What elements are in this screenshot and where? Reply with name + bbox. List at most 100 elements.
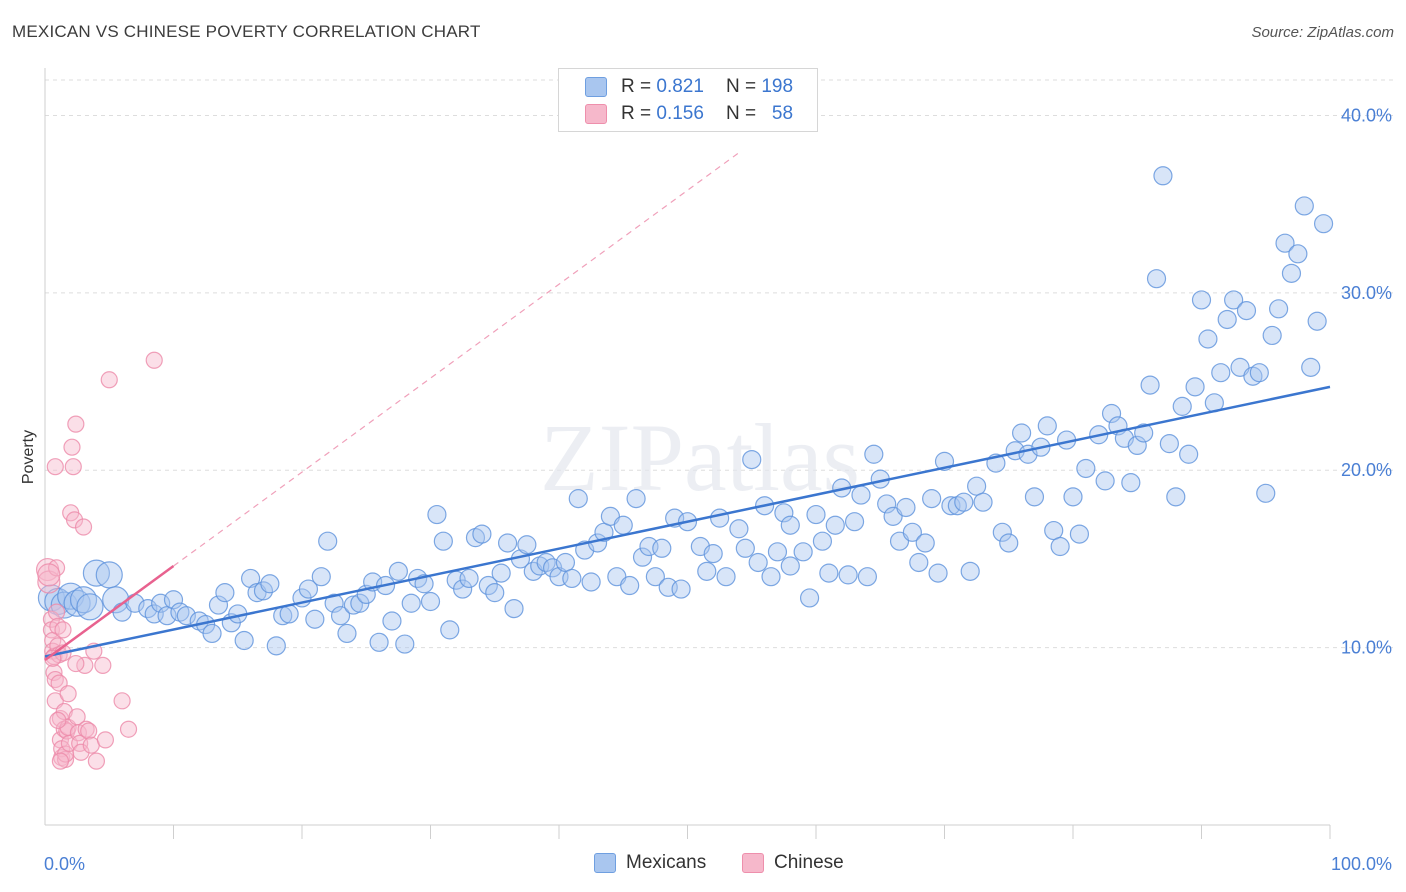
mexicans-point [1313,214,1334,234]
mexicans-point [1153,166,1173,186]
mexicans-point [581,572,601,592]
mexicans-point [1037,416,1057,436]
mexicans-point [973,492,993,512]
legend-r-value: 0.821 [656,76,704,97]
chinese-label: Chinese [774,852,844,873]
mexicans-point [1172,396,1192,416]
chinese-point [51,752,70,770]
mexicans-point [266,636,286,656]
axes [44,68,1331,839]
y-tick-label: 10.0% [1341,638,1392,658]
mexicans-point [1050,536,1070,557]
watermark: ZIPatlas [540,404,860,511]
legend-n-value: 58 [771,103,794,124]
mexicans-point [851,485,871,505]
mexicans-point [1301,357,1321,377]
mexicans-point [369,632,389,652]
chinese-point [63,438,81,456]
legend-item-chinese[interactable]: Chinese [742,852,844,874]
mexicans-point [1159,434,1179,454]
mexicans-point [305,609,325,629]
mexicans-point [151,593,171,613]
mexicans-point [491,563,511,583]
mexicans-point [710,508,730,528]
x-tick-label: 100.0% [1331,854,1392,874]
mexicans-trend-line [44,385,1331,658]
mexicans-point [498,533,518,553]
mexicans-point [1011,423,1032,443]
mexicans-point [697,561,717,581]
mexicans-point [825,515,845,535]
mexicans-point [568,489,588,509]
chart-title: MEXICAN VS CHINESE POVERTY CORRELATION C… [12,22,481,41]
mexicans-point [138,598,158,619]
chinese-point [54,621,72,639]
mexicans-point [928,563,948,583]
mexicans-point [1281,263,1302,283]
chinese-point [67,415,85,433]
mexicans-point [420,591,441,612]
correlation-legend: R = 0.821 N = 198 R = 0.156 N = 58 [558,68,818,132]
chinese-point [59,685,77,703]
legend-row-chinese: R = 0.156 N = 58 [585,101,793,127]
mexicans-point [1063,487,1083,507]
chinese-point [45,663,63,682]
chinese-point [77,720,95,738]
mexicans-point [774,503,794,523]
x-tick-label: 0.0% [44,854,85,874]
mexicans-point [1134,423,1154,443]
tick-labels: 10.0% 20.0% 30.0% 40.0% 0.0% 100.0% [44,105,1392,874]
mexicans-point [176,606,196,626]
y-tick-label: 20.0% [1341,460,1392,480]
mexicans-point [960,561,980,581]
mexicans-point [1191,290,1212,310]
mexicans-point [1217,309,1237,330]
chinese-point [145,351,163,369]
mexicans-point [1211,363,1231,383]
mexicans-point [735,538,755,558]
mexicans-point [806,504,826,525]
mexicans-point [1294,196,1314,216]
mexicans-point [915,533,935,553]
mexicans-point [382,611,402,631]
mexicans-point [877,494,897,514]
mexicans-point [401,593,421,613]
mexicans-label: Mexicans [626,852,707,873]
legend-item-mexicans[interactable]: Mexicans [594,852,706,874]
mexicans-point [459,568,479,589]
mexicans-point [1076,458,1096,479]
mexicans-point [844,512,865,532]
trend-lines [44,152,1331,662]
mexicans-point [1140,375,1160,395]
mexicans-point [613,515,633,535]
mexicans-point [1146,269,1167,289]
legend-n-label: N = [725,103,757,124]
legend-r-value: 0.156 [656,103,704,124]
mexicans-point [208,595,229,615]
chinese-point [80,722,98,740]
mexicans-point [1268,299,1289,319]
mexicans-point [1198,329,1218,349]
mexicans-point [748,552,768,573]
y-axis-label: Poverty [20,430,37,484]
mexicans-point [954,492,974,512]
mexicans-point [298,579,319,599]
mexicans-point [1275,233,1295,253]
mexicans-point [999,533,1019,553]
mexicans-point [1166,487,1186,507]
mexicans-point [652,538,672,558]
chinese-point [46,458,64,476]
mexicans-point [330,606,351,626]
mexicans-point [1127,435,1147,456]
chinese-point [47,603,66,621]
mexicans-point [215,583,235,603]
mexicans-point [922,489,942,509]
mexicans-point [1307,311,1327,331]
mexicans-point [620,575,640,596]
mexicans-point [819,563,839,583]
mexicans-point [1101,403,1122,424]
mexicans-point [780,556,800,576]
mexicans-point [1069,524,1090,544]
y-tick-label: 30.0% [1341,283,1392,303]
chinese-point [67,654,85,673]
